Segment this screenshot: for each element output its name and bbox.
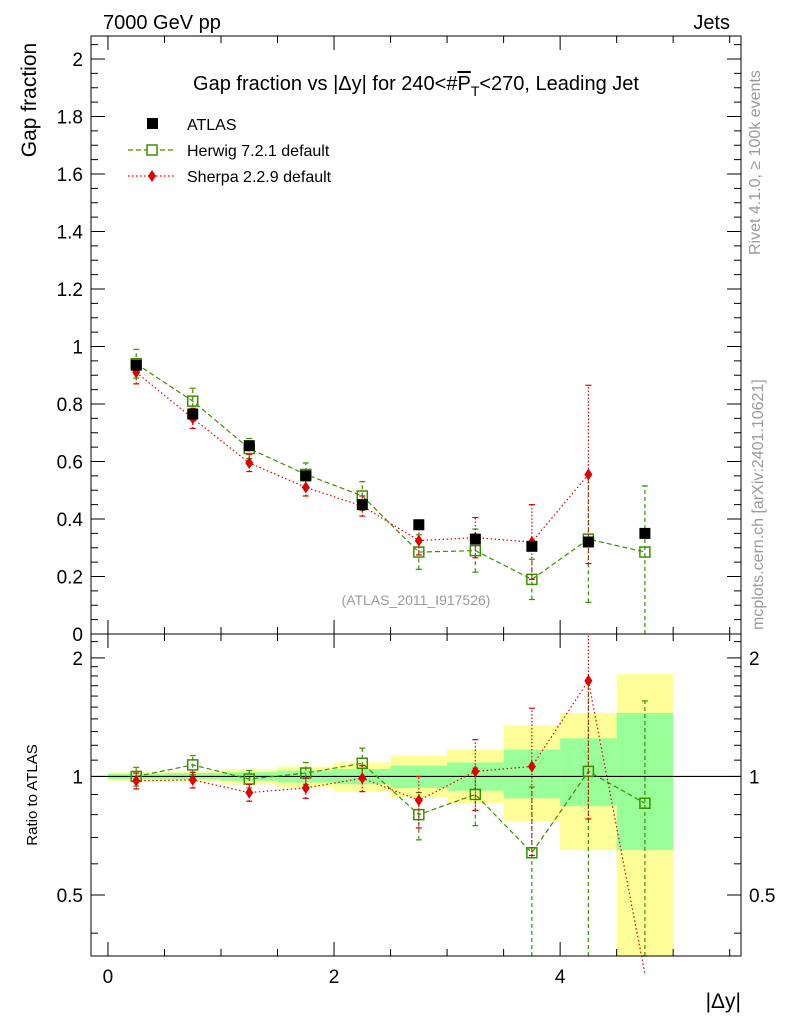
- ratio-frame: [90, 633, 742, 957]
- main-atlas-point: [187, 408, 199, 420]
- main-y-tick-label: 0.4: [57, 510, 84, 531]
- ratio-sherpa-point: [245, 786, 254, 799]
- header-left: 7000 GeV pp: [103, 12, 221, 34]
- ratio-axis-ticks: 0.5 0.5 1 1 2 2 0 2 4: [57, 634, 775, 988]
- x-axis-label: |Δy|: [706, 990, 741, 1013]
- main-sherpa-point: [584, 468, 593, 481]
- main-y-tick-label: 1: [72, 338, 83, 359]
- legend-herwig-marker: [146, 144, 158, 156]
- main-atlas-point: [469, 533, 481, 545]
- main-y-tick-label: 0.6: [57, 453, 83, 474]
- legend-atlas-label: ATLAS: [187, 117, 237, 134]
- main-y-axis-label: Gap fraction: [18, 43, 41, 157]
- main-y-tick-label: 0.8: [57, 395, 83, 416]
- analysis-watermark: (ATLAS_2011_I917526): [342, 592, 491, 608]
- ratio-y-tick-label-left: 2: [72, 649, 83, 670]
- ratio-plot-area: [91, 634, 741, 975]
- ratio-sherpa-point: [132, 774, 141, 787]
- ratio-herwig-line: [136, 762, 646, 854]
- main-sherpa-point: [245, 456, 254, 469]
- ratio-sherpa-point: [188, 773, 197, 786]
- main-atlas-point: [356, 499, 368, 511]
- ratio-herwig-point: [186, 759, 199, 771]
- main-herwig-point: [639, 546, 651, 558]
- main-axis-ticks: 0 0.2 0.4 0.6 0.8 1 1.2 1.4 1.6 1.8 2: [57, 36, 741, 646]
- main-atlas-point: [300, 470, 312, 482]
- ratio-y-tick-label-left: 0.5: [57, 886, 83, 907]
- main-herwig-point: [469, 544, 482, 557]
- main-y-tick-label: 2: [72, 50, 83, 71]
- main-y-tick-label: 0.2: [57, 568, 83, 589]
- main-plot-area: [130, 348, 651, 634]
- main-y-tick-label: 1.6: [57, 165, 83, 186]
- main-y-tick-label: 0: [72, 625, 83, 646]
- main-atlas-point: [639, 527, 651, 539]
- x-tick-label: 4: [555, 967, 566, 988]
- legend-sherpa-label: Sherpa 2.2.9 default: [187, 169, 332, 186]
- ratio-panel: 0.5 0.5 1 1 2 2 0 2 4 Ratio to ATLAS |Δy|: [24, 633, 775, 1013]
- main-sherpa-point: [414, 534, 423, 547]
- ratio-y-tick-label-right: 1: [749, 767, 760, 788]
- x-tick-label: 2: [329, 967, 340, 988]
- legend-sherpa-marker: [148, 170, 156, 182]
- ratio-sherpa-line: [136, 679, 646, 975]
- header-right: Jets: [693, 12, 730, 34]
- ratio-herwig-point: [639, 797, 651, 809]
- mcplots-label: mcplots.cern.ch [arXiv:2401.10621]: [750, 379, 767, 630]
- main-panel: 0 0.2 0.4 0.6 0.8 1 1.2 1.4 1.6 1.8 2 Gap fraction…: [18, 35, 742, 646]
- main-y-tick-label: 1.4: [57, 223, 84, 244]
- legend-atlas-marker: [147, 118, 158, 129]
- ratio-y-tick-label-left: 1: [72, 767, 83, 788]
- x-tick-label: 0: [103, 967, 114, 988]
- main-atlas-point: [582, 536, 594, 548]
- ratio-sherpa-point: [301, 781, 310, 794]
- main-sherpa-point: [301, 481, 310, 494]
- ratio-y-tick-label-right: 0.5: [749, 886, 775, 907]
- ratio-y-tick-label-right: 2: [749, 649, 760, 670]
- ratio-sherpa-point: [358, 772, 367, 785]
- legend-herwig-label: Herwig 7.2.1 default: [187, 143, 330, 160]
- legend: ATLAS Herwig 7.2.1 default Sherpa 2.2.9 …: [128, 117, 332, 186]
- ratio-sherpa-point: [527, 760, 536, 773]
- main-herwig-point: [186, 395, 199, 407]
- chart-title: Gap fraction vs |Δy| for 240<#PT<270, Le…: [193, 73, 639, 99]
- ratio-sherpa-point: [584, 674, 593, 687]
- main-herwig-line: [135, 363, 646, 581]
- main-atlas-point: [130, 359, 142, 371]
- main-sherpa-line: [135, 371, 589, 543]
- main-atlas-point: [413, 519, 425, 531]
- ratio-sherpa-point: [414, 794, 423, 807]
- ratio-herwig-point: [356, 757, 369, 770]
- main-atlas-point: [243, 440, 255, 452]
- ratio-sherpa-point: [471, 765, 480, 778]
- title-p-overline: P: [457, 73, 470, 95]
- main-y-tick-label: 1.2: [57, 280, 83, 301]
- main-y-tick-label: 1.8: [57, 108, 83, 129]
- main-atlas-point: [526, 540, 538, 552]
- ratio-y-axis-label: Ratio to ATLAS: [24, 744, 41, 845]
- rivet-label: Rivet 4.1.0, ≥ 100k events: [747, 70, 764, 255]
